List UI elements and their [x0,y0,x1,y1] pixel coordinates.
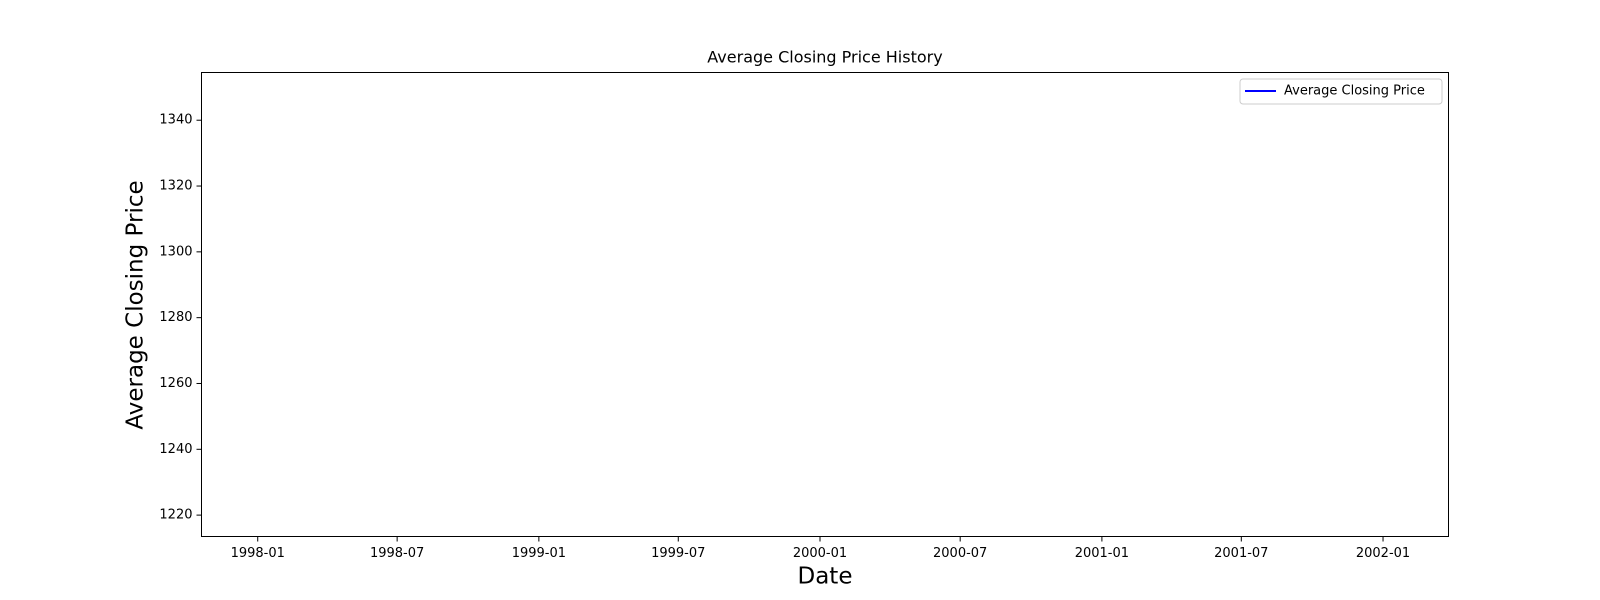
legend: Average Closing Price [1239,78,1443,105]
y-tick-label: 1260 [159,376,192,391]
x-tick-label: 2001-01 [1075,546,1129,561]
x-axis-label: Date [798,564,853,590]
x-tick-label: 2000-07 [933,546,987,561]
x-tick-label: 2000-01 [793,546,847,561]
y-tick-label: 1280 [159,310,192,325]
legend-box [1239,78,1443,105]
y-tick-label: 1340 [159,113,192,128]
y-tick-label: 1320 [159,179,192,194]
chart-title: Average Closing Price History [707,48,942,67]
x-tick-label: 2001-07 [1214,546,1268,561]
x-tick-label: 2002-01 [1356,546,1410,561]
x-tick-label: 1998-07 [370,546,424,561]
x-tick-label: 1998-01 [231,546,285,561]
x-tick-label: 1999-07 [651,546,705,561]
y-tick-group: 1220 1240 1260 1280 1300 1320 1340 [159,113,202,523]
y-tick-label: 1240 [159,442,192,457]
legend-label: Average Closing Price [1284,84,1425,99]
y-tick-label: 1220 [159,508,192,523]
plot-frame [201,72,1449,537]
x-tick-label: 1999-01 [512,546,566,561]
y-tick-label: 1300 [159,244,192,259]
x-tick-group: 1998-01 1998-07 1999-01 1999-07 2000-01 2000-… [231,536,1410,561]
y-axis-label: Average Closing Price [123,180,149,429]
